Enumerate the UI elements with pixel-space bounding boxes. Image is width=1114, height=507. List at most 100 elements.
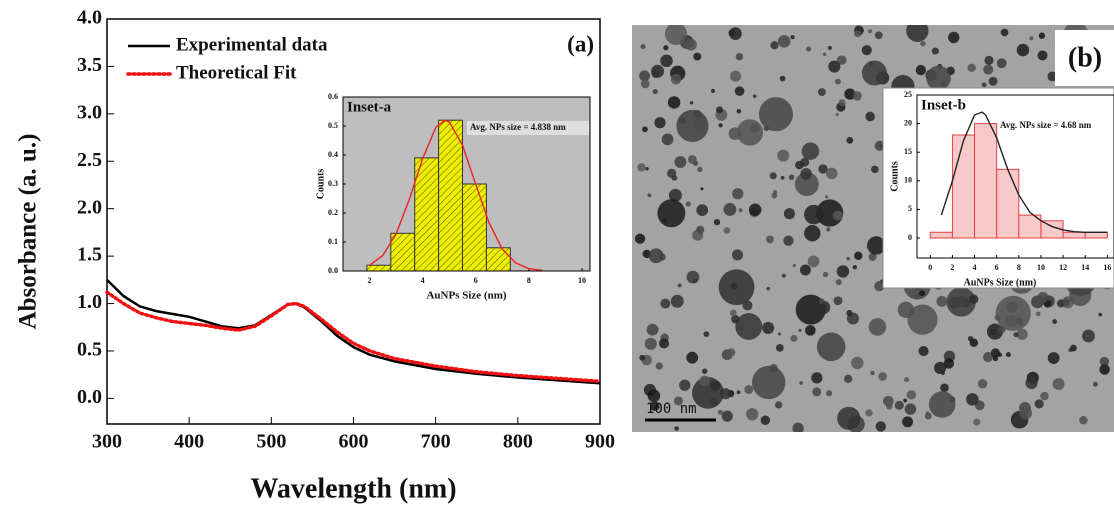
particle	[1024, 408, 1030, 414]
particle	[734, 86, 745, 96]
particle	[758, 97, 793, 132]
y-tick-label: 0.4	[328, 150, 338, 159]
y-tick-label: 3.0	[77, 101, 102, 123]
particle	[717, 409, 723, 415]
particle	[846, 256, 850, 261]
particle	[715, 106, 724, 114]
y-tick-label: 2.5	[77, 149, 102, 171]
x-tick-label: 16	[1103, 263, 1111, 272]
particle	[647, 389, 661, 403]
particle	[1035, 311, 1041, 317]
particle	[822, 271, 829, 278]
particle	[679, 379, 691, 391]
particle	[1013, 416, 1024, 426]
particle	[790, 334, 798, 342]
particle	[798, 328, 802, 332]
particle	[868, 318, 887, 336]
particle	[795, 294, 826, 325]
particle	[969, 338, 979, 347]
particle	[779, 75, 786, 82]
particle	[1000, 28, 1009, 37]
inset-title: Inset-a	[347, 99, 392, 115]
legend-label: Experimental data	[176, 34, 328, 55]
particle	[763, 125, 770, 132]
particle	[783, 235, 794, 246]
particle	[915, 64, 927, 76]
particle	[1099, 364, 1110, 375]
particle	[955, 295, 968, 308]
y-tick-label: 0.0	[77, 386, 102, 408]
particle	[854, 251, 863, 261]
particle	[1040, 391, 1049, 401]
particle	[762, 321, 775, 334]
histogram-bar	[438, 119, 464, 272]
y-tick-label: 0.2	[328, 208, 338, 217]
particle	[918, 346, 929, 357]
panel-label-box	[1055, 30, 1114, 86]
x-tick-label: 0	[928, 263, 932, 272]
particle	[668, 188, 682, 202]
y-tick-label: 0.0	[328, 266, 338, 275]
x-tick-label: 4	[421, 276, 425, 285]
particle	[700, 187, 704, 191]
particle	[686, 351, 699, 364]
particle	[697, 166, 703, 173]
particle	[795, 160, 804, 170]
particle	[748, 203, 762, 217]
y-tick-label: 0.1	[328, 237, 338, 246]
particle	[790, 34, 795, 40]
particle	[928, 391, 956, 418]
particle	[811, 372, 823, 384]
particle	[637, 163, 646, 172]
particle	[718, 123, 723, 128]
histogram-bar	[1062, 231, 1086, 239]
particle	[817, 88, 826, 97]
particle	[1037, 292, 1049, 304]
histogram-bar	[951, 134, 976, 239]
particle	[982, 352, 994, 363]
particle	[836, 265, 850, 278]
particle	[906, 390, 917, 400]
particle	[667, 96, 681, 109]
particle	[792, 422, 804, 432]
particle	[746, 408, 759, 421]
x-tick-label: 400	[174, 431, 204, 453]
particle	[660, 54, 673, 68]
particle	[874, 31, 883, 40]
particle	[996, 58, 1007, 69]
particle	[835, 279, 842, 286]
particle	[689, 101, 694, 105]
x-tick-label: 2	[368, 276, 372, 285]
particle	[1038, 32, 1046, 39]
particle	[874, 140, 885, 151]
y-tick-label: 25	[904, 90, 912, 99]
particle	[780, 175, 785, 180]
x-tick-label: 800	[503, 431, 533, 453]
particle	[868, 252, 877, 261]
particle	[1016, 328, 1028, 340]
particle	[1070, 344, 1077, 352]
particle	[878, 372, 887, 381]
particle	[713, 218, 721, 226]
legend-label: Theoretical Fit	[176, 62, 297, 83]
particle	[994, 314, 1001, 321]
x-tick-label: 12	[1059, 263, 1067, 272]
particle	[846, 136, 854, 144]
particle	[983, 64, 994, 75]
particle	[685, 201, 691, 207]
particle	[648, 248, 664, 264]
particle	[844, 88, 856, 100]
particle	[728, 27, 742, 41]
particle	[1005, 352, 1011, 358]
particle	[1034, 399, 1044, 409]
particle	[1098, 312, 1103, 317]
particle	[729, 70, 742, 82]
particle	[835, 78, 841, 85]
fit-curve	[369, 119, 543, 272]
particle	[936, 295, 948, 307]
particle	[812, 387, 822, 397]
x-tick-label: 700	[421, 431, 451, 453]
particle	[1047, 71, 1058, 82]
particle	[639, 354, 646, 361]
particle	[783, 208, 795, 220]
